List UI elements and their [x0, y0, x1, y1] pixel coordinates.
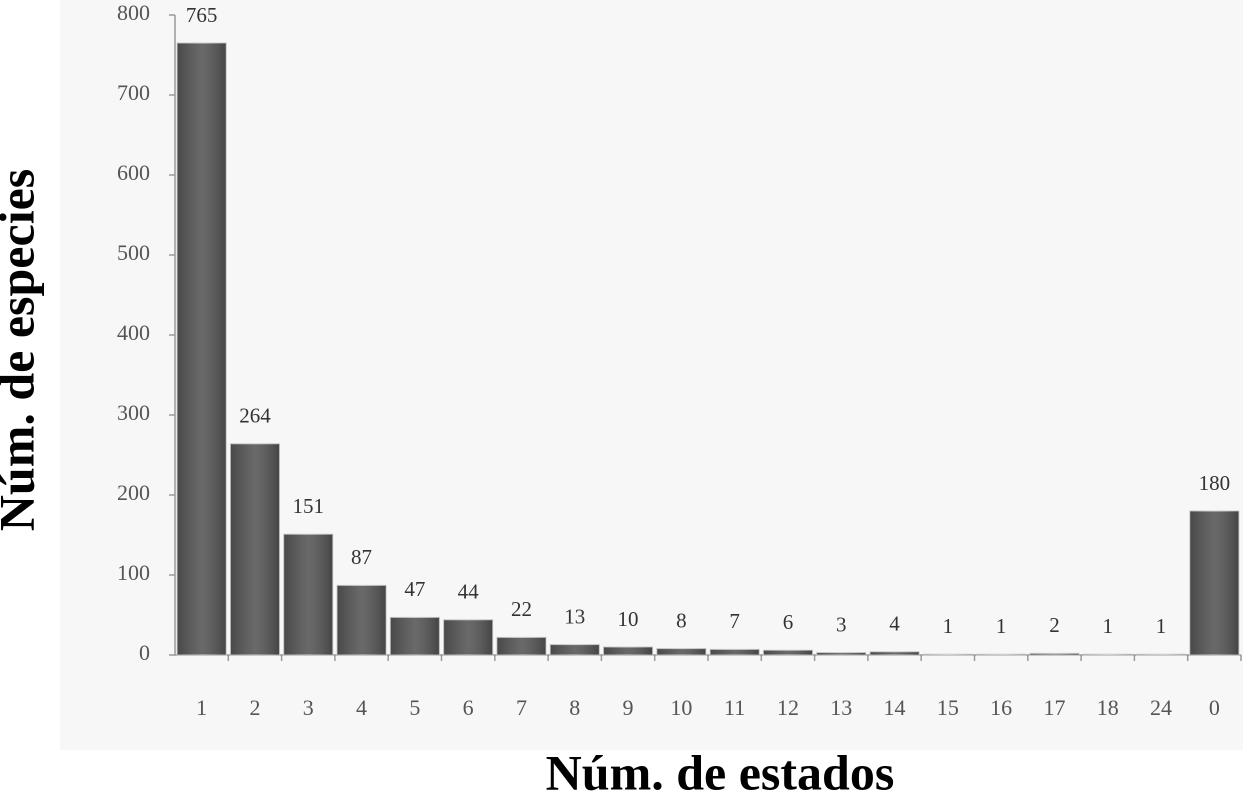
bar-shade [976, 654, 1026, 655]
x-tick-label: 5 [409, 695, 420, 720]
y-tick-label: 300 [117, 400, 150, 425]
value-label: 3 [836, 612, 847, 636]
bar-shade [1083, 654, 1133, 655]
x-tick-label: 0 [1209, 695, 1220, 720]
bar-shade [816, 652, 866, 655]
value-label: 765 [186, 3, 218, 27]
x-tick-label: 1 [196, 695, 207, 720]
y-tick-label: 100 [117, 560, 150, 585]
x-tick-label: 9 [623, 695, 634, 720]
y-tick-label: 400 [117, 320, 150, 345]
x-tick-label: 12 [777, 695, 799, 720]
bar-shade [656, 648, 706, 655]
x-tick-label: 11 [724, 695, 745, 720]
value-label: 10 [618, 607, 639, 631]
bar-shade [1189, 511, 1239, 655]
y-axis-title: Núm. de especies [0, 169, 44, 531]
x-tick-label: 3 [303, 695, 314, 720]
y-tick-label: 700 [117, 80, 150, 105]
value-label: 1 [1156, 614, 1167, 638]
x-tick-label: 6 [463, 695, 474, 720]
value-label: 13 [564, 604, 585, 628]
value-label: 2 [1049, 613, 1060, 637]
x-tick-label: 13 [830, 695, 852, 720]
value-label: 8 [676, 608, 687, 632]
value-label: 87 [351, 545, 372, 569]
bar-shade [710, 649, 760, 655]
x-tick-label: 24 [1150, 695, 1172, 720]
bar-shade [337, 585, 387, 655]
y-tick-label: 800 [117, 0, 150, 25]
value-label: 44 [458, 580, 480, 604]
bar-shade [1136, 654, 1186, 655]
bar-shade [603, 647, 653, 655]
bar-shade [550, 644, 600, 655]
x-tick-label: 7 [516, 695, 527, 720]
x-tick-label: 18 [1097, 695, 1119, 720]
bar-shade [230, 443, 280, 655]
x-tick-label: 8 [569, 695, 580, 720]
x-axis-title: Núm. de estados [546, 744, 895, 800]
value-label: 47 [404, 577, 425, 601]
bar-shade [870, 651, 920, 655]
y-tick-label: 200 [117, 480, 150, 505]
bar-shade [283, 534, 333, 655]
bar-shade [496, 637, 546, 655]
x-tick-label: 15 [937, 695, 959, 720]
y-tick-label: 600 [117, 160, 150, 185]
value-label: 1 [1103, 614, 1114, 638]
bar-shade [390, 617, 440, 655]
value-label: 1 [996, 614, 1007, 638]
x-tick-label: 10 [670, 695, 692, 720]
y-tick-label: 0 [139, 640, 150, 665]
y-tick-label: 500 [117, 240, 150, 265]
x-tick-label: 2 [249, 695, 260, 720]
value-label: 180 [1199, 471, 1231, 495]
x-tick-label: 17 [1043, 695, 1065, 720]
x-tick-label: 4 [356, 695, 367, 720]
value-label: 22 [511, 597, 532, 621]
value-label: 151 [293, 494, 325, 518]
value-label: 4 [889, 612, 900, 636]
x-tick-label: 16 [990, 695, 1012, 720]
bar-shade [763, 650, 813, 655]
value-label: 7 [729, 609, 740, 633]
value-label: 264 [239, 404, 271, 428]
x-tick-label: 14 [884, 695, 906, 720]
value-label: 6 [783, 610, 794, 634]
bar-shade [1029, 653, 1079, 655]
bar-shade [923, 654, 973, 655]
bar-shade [177, 43, 227, 655]
value-label: 1 [943, 614, 954, 638]
bar-shade [443, 619, 493, 655]
